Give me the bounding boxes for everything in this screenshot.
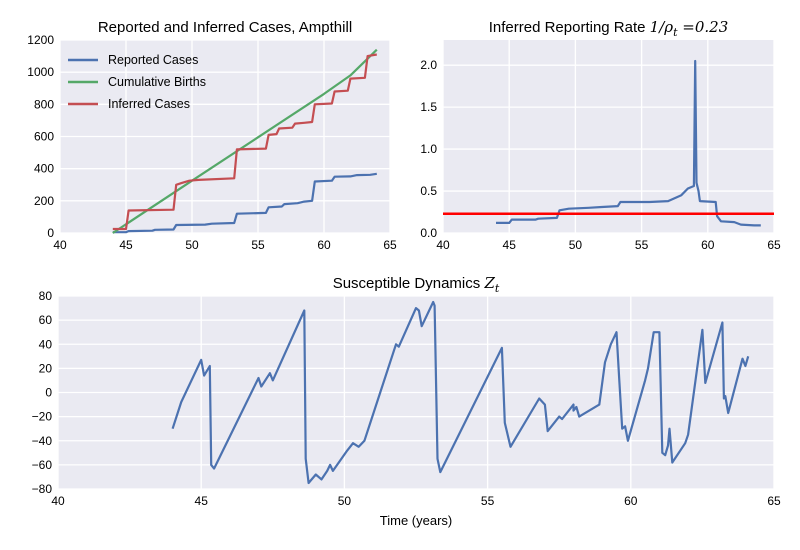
susceptible-title-subscript: t bbox=[495, 282, 500, 295]
susceptible-title-text: Susceptible Dynamics bbox=[333, 275, 485, 292]
series-line-cumulative-births bbox=[112, 48, 378, 234]
series-line-rate bbox=[496, 59, 761, 227]
x-tick-label: 55 bbox=[251, 238, 265, 252]
series-line-reported-cases bbox=[112, 172, 377, 234]
x-tick-label: 55 bbox=[481, 494, 495, 508]
x-tick-label: 45 bbox=[503, 238, 517, 252]
x-tick-label: 55 bbox=[635, 238, 649, 252]
cases-title: Reported and Inferred Cases, Ampthill bbox=[98, 19, 352, 36]
rate-plot-area bbox=[443, 40, 774, 233]
rate-lines bbox=[443, 59, 774, 227]
y-tick-label: 60 bbox=[39, 313, 53, 327]
cases-grid bbox=[59, 39, 391, 234]
x-tick-label: 40 bbox=[53, 238, 67, 252]
y-tick-label: 600 bbox=[34, 130, 54, 144]
rate-tick-labels: 40 45 50 55 60 65 0.0 0.5 1.0 1.5 2.0 bbox=[420, 58, 781, 252]
x-tick-label: 40 bbox=[51, 494, 65, 508]
panel-susceptible: 40 45 50 55 60 65 −80 −60 −40 −20 0 20 40 60 80 Suscep… bbox=[32, 274, 781, 528]
cases-lines bbox=[112, 48, 378, 234]
y-tick-label: 1200 bbox=[27, 33, 54, 47]
legend-entry: Inferred Cases bbox=[108, 97, 190, 111]
y-tick-label: 0 bbox=[47, 226, 54, 240]
susceptible-title-math: Z bbox=[483, 274, 495, 292]
x-axis-label: Time (years) bbox=[380, 513, 452, 528]
x-tick-label: 45 bbox=[119, 238, 133, 252]
x-tick-label: 60 bbox=[701, 238, 715, 252]
x-tick-label: 40 bbox=[436, 238, 450, 252]
y-tick-label: 400 bbox=[34, 162, 54, 176]
susceptible-tick-labels: 40 45 50 55 60 65 −80 −60 −40 −20 0 20 40 60 80 bbox=[32, 289, 781, 508]
panel-cases: 40 45 50 55 60 65 0 200 400 600 800 1000 1200 Report… bbox=[27, 19, 397, 252]
panel-rate: 40 45 50 55 60 65 0.0 0.5 1.0 1.5 2.0 Inferred Rep… bbox=[420, 18, 781, 252]
x-tick-label: 50 bbox=[338, 494, 352, 508]
x-tick-label: 60 bbox=[317, 238, 331, 252]
rate-title-subscript: t bbox=[673, 26, 678, 39]
rate-title-value: =0.23 bbox=[678, 18, 729, 36]
legend-entry: Reported Cases bbox=[108, 53, 198, 67]
x-tick-label: 65 bbox=[767, 494, 781, 508]
y-tick-label: 0 bbox=[45, 386, 52, 400]
legend-entry: Cumulative Births bbox=[108, 75, 206, 89]
y-tick-label: 1.5 bbox=[420, 100, 437, 114]
x-tick-label: 50 bbox=[569, 238, 583, 252]
x-tick-label: 65 bbox=[767, 238, 781, 252]
cases-legend: Reported Cases Cumulative Births Inferred … bbox=[68, 53, 206, 111]
susceptible-lines bbox=[171, 300, 750, 485]
susceptible-grid bbox=[57, 295, 775, 490]
x-tick-label: 65 bbox=[383, 238, 397, 252]
y-tick-label: 40 bbox=[39, 337, 53, 351]
y-tick-label: −40 bbox=[32, 434, 53, 448]
y-tick-label: 2.0 bbox=[420, 58, 437, 72]
x-tick-label: 60 bbox=[624, 494, 638, 508]
rate-title-math: 1/ρ bbox=[650, 18, 674, 36]
series-line-inferred-cases bbox=[112, 53, 377, 231]
x-tick-label: 50 bbox=[185, 238, 199, 252]
y-tick-label: 0.0 bbox=[420, 226, 437, 240]
y-tick-label: 0.5 bbox=[420, 184, 437, 198]
cases-tick-labels: 40 45 50 55 60 65 0 200 400 600 800 1000 1200 bbox=[27, 33, 397, 252]
rate-title: Inferred Reporting Rate 1/ρt =0.23 bbox=[489, 18, 729, 39]
rate-grid bbox=[442, 40, 775, 234]
rate-title-text: Inferred Reporting Rate bbox=[489, 19, 650, 36]
y-tick-label: 1000 bbox=[27, 65, 54, 79]
susceptible-title: Susceptible Dynamics Zt bbox=[333, 274, 500, 295]
y-tick-label: −20 bbox=[32, 410, 53, 424]
y-tick-label: 80 bbox=[39, 289, 53, 303]
x-tick-label: 45 bbox=[195, 494, 209, 508]
y-tick-label: 20 bbox=[39, 361, 53, 375]
series-line-susceptible bbox=[171, 300, 750, 485]
y-tick-label: −60 bbox=[32, 458, 53, 472]
y-tick-label: 800 bbox=[34, 97, 54, 111]
y-tick-label: 200 bbox=[34, 194, 54, 208]
y-tick-label: −80 bbox=[32, 482, 53, 496]
y-tick-label: 1.0 bbox=[420, 142, 437, 156]
